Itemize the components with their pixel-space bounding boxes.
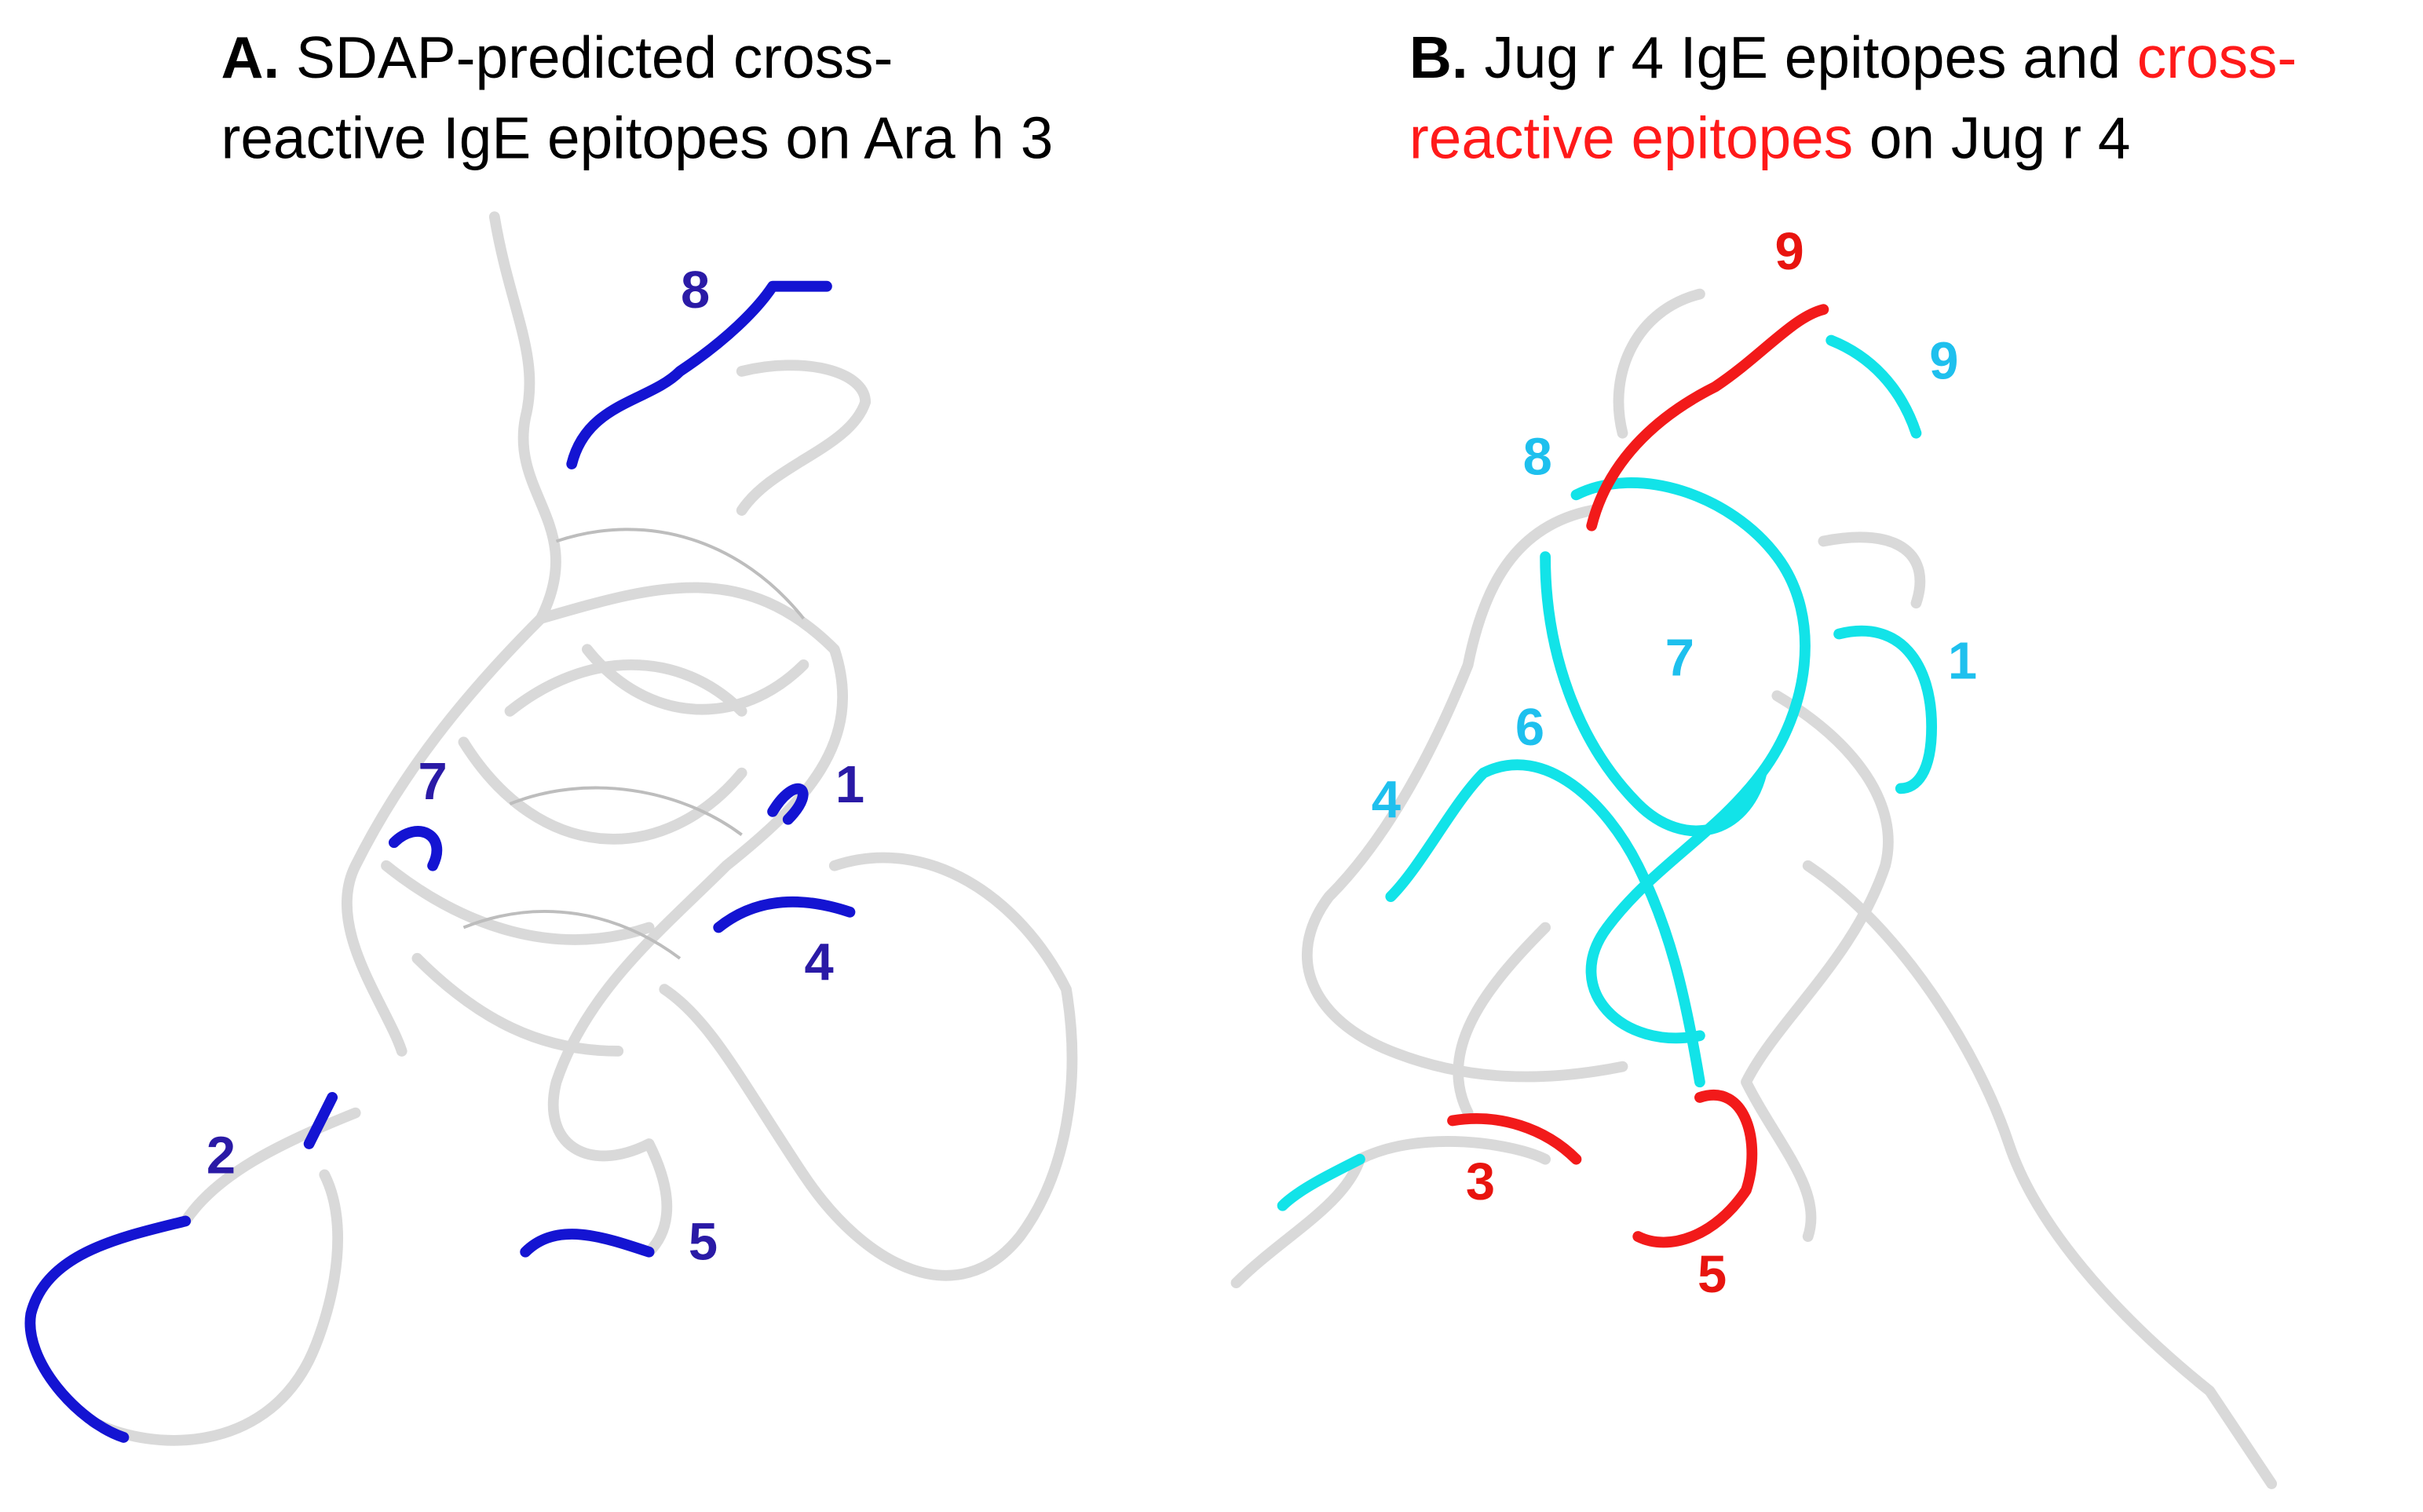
title-segment: on Jug r 4 (1853, 104, 2130, 170)
epitope-label: 1 (1948, 632, 1977, 691)
title-segment: reactive epitopes (1409, 104, 1853, 170)
epitope-label: 1 (835, 755, 864, 814)
epitope-label: 9 (1774, 222, 1804, 281)
title-segment: Jug r 4 IgE epitopes and (1468, 24, 2137, 90)
epitope-label: 4 (1372, 771, 1401, 830)
title-segment: cross- (2137, 24, 2297, 90)
panel-letter: B. (1409, 24, 1468, 90)
epitope-label: 5 (689, 1213, 718, 1272)
title-segment: SDAP-predicted cross- (280, 24, 893, 90)
epitope-label: 8 (1523, 428, 1552, 487)
panel-title: B. Jug r 4 IgE epitopes and cross- (1409, 24, 2297, 90)
epitope-label: 2 (206, 1126, 236, 1185)
title-segment: reactive IgE epitopes on Ara h 3 (221, 104, 1053, 170)
epitope-label: 7 (418, 752, 447, 811)
panel-letter: A. (221, 24, 280, 90)
titles: A. SDAP-predicted cross-reactive IgE epi… (221, 24, 2297, 170)
panel-title: reactive epitopes on Jug r 4 (1409, 104, 2131, 170)
epitope-label: 6 (1515, 698, 1544, 757)
epitope-label: 7 (1665, 629, 1694, 688)
epitope-label: 9 (1929, 332, 1958, 391)
labels: 8 7 1 4 2 5 9 9 8 1 7 6 4 3 5 (206, 222, 1977, 1304)
structure-b (1230, 288, 2278, 1489)
structure-a (24, 211, 1078, 1446)
panel-title: A. SDAP-predicted cross- (221, 24, 893, 90)
epitope-label: 3 (1466, 1152, 1495, 1211)
epitope-label: 5 (1698, 1245, 1727, 1304)
epitope-label: 8 (681, 261, 710, 320)
epitope-label: 4 (804, 933, 833, 992)
panel-title: reactive IgE epitopes on Ara h 3 (221, 104, 1053, 170)
